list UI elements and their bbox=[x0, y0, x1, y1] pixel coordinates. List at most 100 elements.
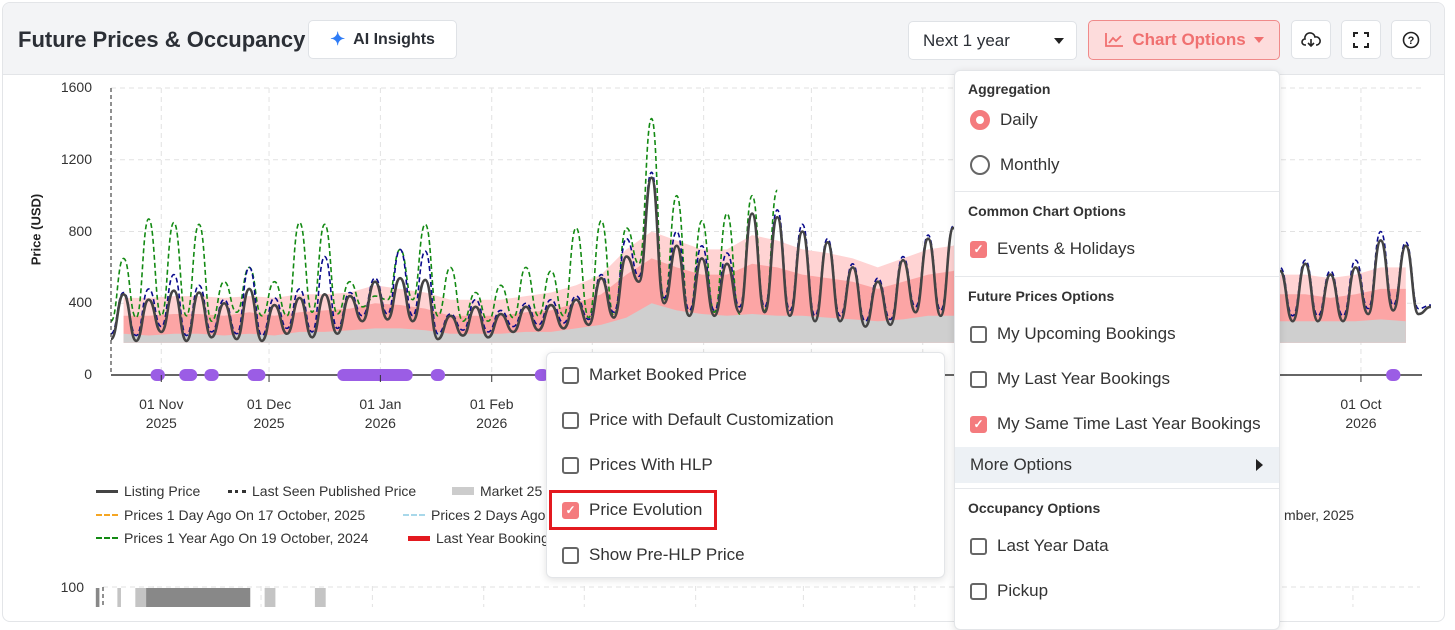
more-options-item[interactable]: More Options bbox=[955, 447, 1279, 483]
x-tick-date: 01 Dec bbox=[246, 396, 292, 412]
option-my-last-year-bookings[interactable]: My Last Year Bookings bbox=[955, 359, 1279, 399]
chart-options-label: Chart Options bbox=[1132, 30, 1246, 49]
checkbox-checked[interactable]: ✓ bbox=[970, 415, 987, 433]
period-select[interactable]: Next 1 year bbox=[908, 21, 1077, 60]
card-header: Future Prices & Occupancy ✦ AI Insights … bbox=[3, 3, 1444, 75]
ai-insights-label: AI Insights bbox=[353, 30, 435, 48]
solid-line-swatch bbox=[96, 489, 118, 493]
radio-unselected[interactable] bbox=[970, 155, 990, 175]
line-chart-icon bbox=[1105, 33, 1124, 47]
occupancy-bar bbox=[314, 588, 326, 607]
radio-selected[interactable] bbox=[970, 110, 990, 130]
checkbox[interactable] bbox=[562, 456, 579, 474]
option-label: My Upcoming Bookings bbox=[997, 324, 1176, 343]
option-last-year-data[interactable]: Last Year Data bbox=[955, 526, 1279, 566]
x-tick-label: 01 Feb 2026 bbox=[452, 395, 532, 433]
x-tick-label: 01 Dec 2025 bbox=[229, 395, 309, 433]
option-label: More Options bbox=[970, 455, 1073, 474]
section-future-prices: Future Prices Options bbox=[968, 288, 1115, 304]
option-market-booked-price[interactable]: Market Booked Price bbox=[547, 355, 944, 395]
option-my-same-time-last-year[interactable]: ✓ My Same Time Last Year Bookings bbox=[955, 404, 1279, 444]
radio-daily[interactable]: Daily bbox=[955, 100, 1279, 140]
event-marker bbox=[247, 369, 266, 381]
option-label: Market Booked Price bbox=[589, 365, 747, 384]
option-label: My Last Year Bookings bbox=[997, 369, 1170, 388]
event-marker bbox=[204, 369, 219, 381]
x-tick-year: 2026 bbox=[476, 415, 508, 431]
x-tick-date: 01 Jan bbox=[359, 396, 402, 412]
legend-label: Prices 2 Days Ago bbox=[431, 507, 546, 523]
period-select-value: Next 1 year bbox=[923, 30, 1010, 50]
checkbox[interactable] bbox=[562, 366, 579, 384]
legend-market[interactable]: Market 25 bbox=[452, 483, 542, 499]
x-tick-label: 01 Oct 2026 bbox=[1321, 395, 1401, 433]
legend-fragment: mber, 2025 bbox=[1284, 507, 1354, 523]
event-marker bbox=[337, 369, 413, 381]
chart-options-menu: Aggregation Daily Monthly Common Chart O… bbox=[954, 70, 1280, 630]
option-label: Price with Default Customization bbox=[589, 410, 834, 429]
option-prices-with-hlp[interactable]: Prices With HLP bbox=[547, 445, 944, 485]
checkbox-checked[interactable]: ✓ bbox=[562, 501, 579, 519]
checkbox[interactable] bbox=[970, 370, 987, 388]
fullscreen-icon bbox=[1353, 31, 1369, 48]
x-tick-label: 01 Jan 2026 bbox=[340, 395, 420, 433]
checkbox[interactable] bbox=[562, 411, 579, 429]
option-events-holidays[interactable]: ✓ Events & Holidays bbox=[955, 229, 1279, 269]
section-common: Common Chart Options bbox=[968, 203, 1126, 219]
option-label: Monthly bbox=[1000, 155, 1060, 174]
chart-options-button[interactable]: Chart Options bbox=[1088, 20, 1280, 60]
event-marker bbox=[179, 369, 198, 381]
download-button[interactable] bbox=[1291, 20, 1331, 59]
divider bbox=[955, 276, 1279, 277]
checkbox[interactable] bbox=[970, 325, 987, 343]
ai-insights-button[interactable]: ✦ AI Insights bbox=[308, 20, 457, 59]
caret-down-icon bbox=[1253, 37, 1264, 43]
dashed-line-swatch bbox=[96, 537, 118, 539]
divider bbox=[955, 488, 1279, 489]
fullscreen-button[interactable] bbox=[1341, 20, 1381, 59]
help-icon: ? bbox=[1402, 31, 1420, 48]
y-axis-title: Price (USD) bbox=[28, 193, 44, 266]
option-label: Price Evolution bbox=[589, 500, 703, 519]
legend-label: Prices 1 Day Ago On 17 October, 2025 bbox=[124, 507, 366, 523]
checkbox[interactable] bbox=[970, 537, 987, 555]
legend-listing-price[interactable]: Listing Price bbox=[96, 483, 200, 499]
x-tick-year: 2025 bbox=[253, 415, 285, 431]
occupancy-bar bbox=[95, 588, 100, 607]
event-marker bbox=[1386, 369, 1401, 381]
legend-prices-1-year[interactable]: Prices 1 Year Ago On 19 October, 2024 bbox=[96, 530, 368, 546]
y-tick-label: 1200 bbox=[60, 150, 92, 167]
section-aggregation: Aggregation bbox=[968, 81, 1051, 97]
option-pickup[interactable]: Pickup bbox=[955, 571, 1279, 611]
option-pre-hlp-price[interactable]: Show Pre-HLP Price bbox=[547, 535, 944, 575]
legend-prices-2-days[interactable]: Prices 2 Days Ago bbox=[403, 507, 545, 523]
help-button[interactable]: ? bbox=[1391, 20, 1431, 59]
legend-prices-1-day[interactable]: Prices 1 Day Ago On 17 October, 2025 bbox=[96, 507, 365, 523]
legend-label: Market 25 bbox=[480, 483, 543, 499]
x-tick-year: 2026 bbox=[1345, 415, 1377, 431]
option-my-upcoming-bookings[interactable]: My Upcoming Bookings bbox=[955, 314, 1279, 354]
legend-last-seen[interactable]: Last Seen Published Price bbox=[228, 483, 416, 499]
x-tick-date: 01 Oct bbox=[1340, 396, 1382, 412]
dashed-line-swatch bbox=[403, 514, 425, 516]
section-occupancy: Occupancy Options bbox=[968, 500, 1101, 516]
occupancy-bar bbox=[135, 588, 147, 607]
checkbox[interactable] bbox=[970, 582, 987, 600]
series-prices-1-year-ago bbox=[110, 117, 779, 322]
y-tick-label: 1600 bbox=[60, 79, 92, 95]
svg-text:?: ? bbox=[1408, 35, 1415, 47]
y-tick-label: 800 bbox=[68, 222, 92, 239]
option-default-customization[interactable]: Price with Default Customization bbox=[547, 400, 944, 440]
legend-label: Last Year Bookings bbox=[436, 530, 556, 546]
y-tick-label: 400 bbox=[68, 294, 92, 311]
radio-monthly[interactable]: Monthly bbox=[955, 145, 1279, 185]
checkbox[interactable] bbox=[562, 546, 579, 564]
x-tick-date: 01 Feb bbox=[469, 396, 514, 412]
checkbox-checked[interactable]: ✓ bbox=[970, 240, 987, 258]
x-tick-date: 01 Nov bbox=[139, 396, 184, 412]
legend-last-year-bookings[interactable]: Last Year Bookings bbox=[408, 530, 556, 546]
option-label: Prices With HLP bbox=[589, 455, 713, 474]
x-tick-year: 2025 bbox=[145, 415, 177, 431]
option-price-evolution[interactable]: ✓ Price Evolution bbox=[547, 490, 944, 530]
band-swatch bbox=[452, 487, 474, 495]
